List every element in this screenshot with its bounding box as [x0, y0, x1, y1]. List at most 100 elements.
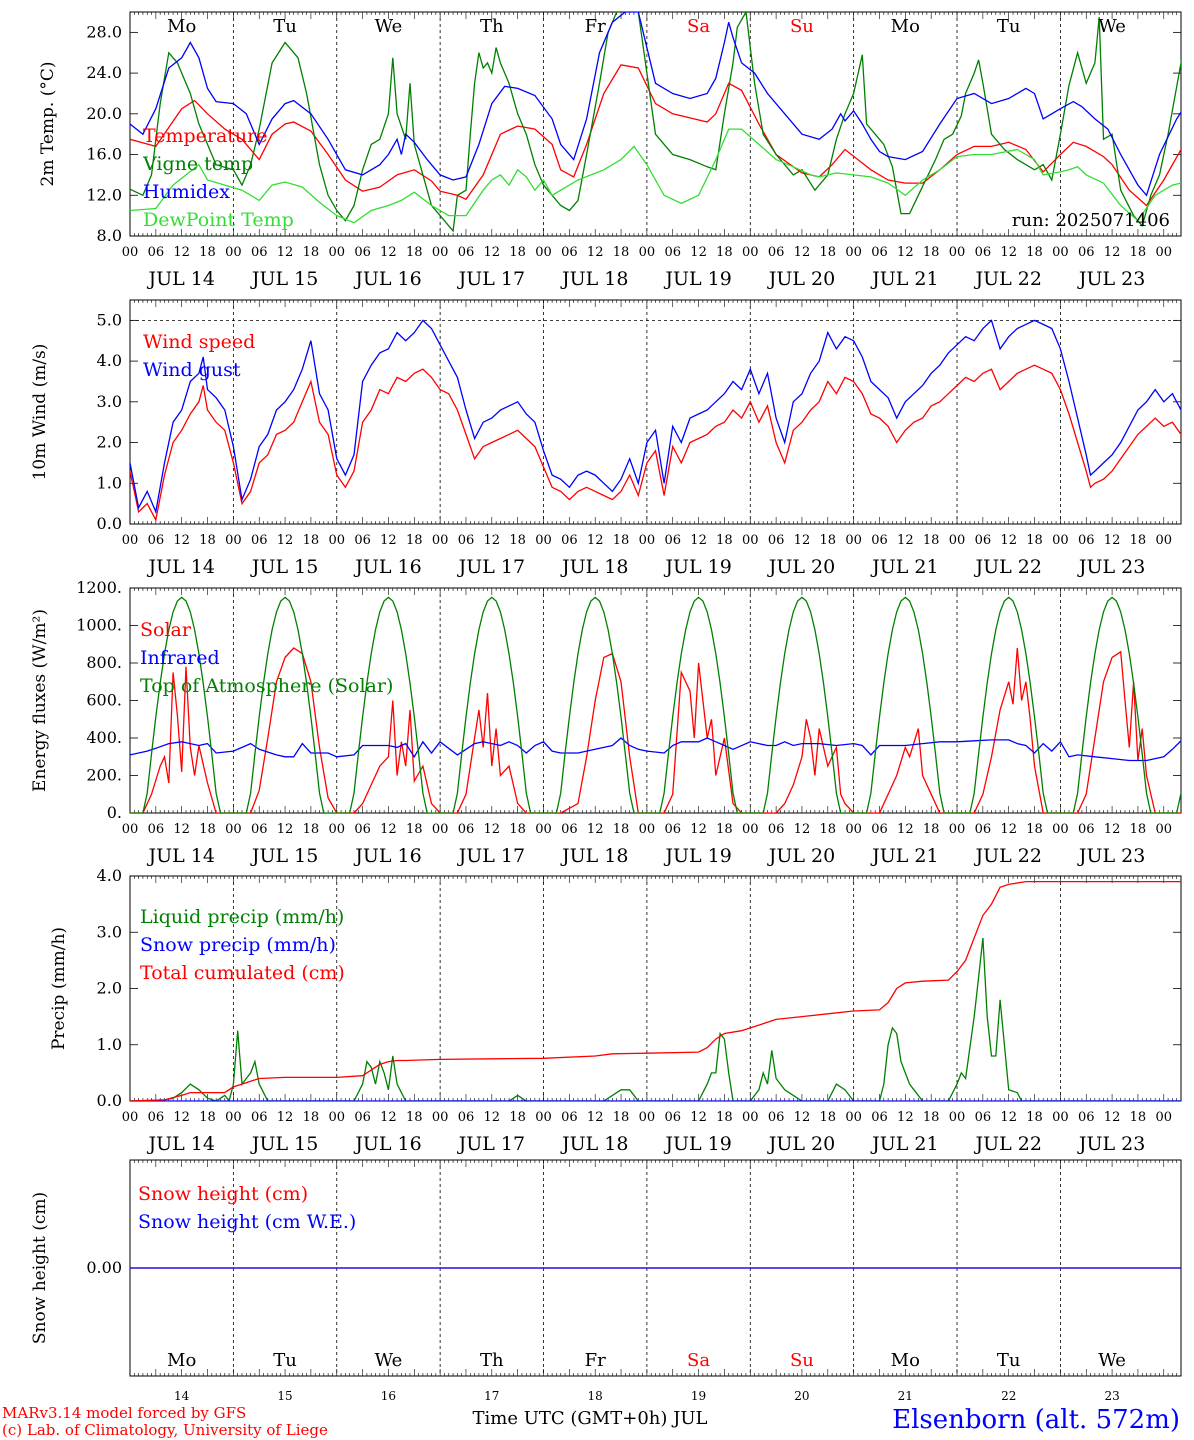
hour-label: 00	[535, 822, 552, 837]
hour-label: 00	[949, 245, 966, 260]
y-tick-label: 1.0	[97, 473, 122, 492]
day-number: 20	[794, 1389, 809, 1403]
y-tick-label: 8.0	[97, 226, 122, 245]
day-name: Mo	[167, 1350, 196, 1371]
hour-label: 18	[199, 245, 216, 260]
date-label: JUL 18	[560, 556, 628, 578]
y-axis-label: 2m Temp. (°C)	[38, 61, 58, 186]
hour-label: 18	[303, 822, 320, 837]
date-label: JUL 16	[353, 268, 421, 290]
date-label: JUL 20	[767, 268, 835, 290]
hour-label: 18	[923, 1110, 940, 1125]
series-dewpoint-temp	[130, 128, 1181, 224]
hour-label: 12	[1000, 1110, 1017, 1125]
series-infrared	[130, 737, 1181, 762]
hour-label: 12	[380, 1110, 397, 1125]
hour-label: 18	[406, 245, 423, 260]
hour-label: 06	[664, 1110, 681, 1125]
hour-label: 00	[225, 533, 242, 548]
hour-label: 12	[690, 822, 707, 837]
y-axis-label: Snow height (cm)	[30, 1192, 50, 1344]
day-name: Fr	[585, 1350, 606, 1371]
date-label: JUL 18	[560, 268, 628, 290]
hour-label: 12	[277, 533, 294, 548]
y-tick-label: 24.0	[86, 63, 122, 82]
hour-label: 00	[535, 533, 552, 548]
legend-entry: Total cumulated (cm)	[140, 962, 345, 984]
run-label: run: 2025071406	[1012, 210, 1170, 231]
date-label: JUL 15	[250, 556, 318, 578]
hour-label: 18	[406, 822, 423, 837]
day-name: We	[375, 1350, 403, 1371]
day-number: 16	[381, 1389, 396, 1403]
hour-label: 12	[1000, 533, 1017, 548]
y-axis-label: Energy fluxes (W/m²)	[30, 609, 50, 792]
hour-label: 06	[871, 1110, 888, 1125]
hour-label: 06	[148, 245, 165, 260]
y-tick-label: 1000.	[76, 616, 122, 635]
hour-label: 12	[484, 1110, 501, 1125]
series-temperature	[130, 64, 1181, 207]
hour-label: 06	[148, 822, 165, 837]
hour-label: 12	[587, 1110, 604, 1125]
hour-label: 06	[871, 822, 888, 837]
hour-label: 12	[1104, 245, 1121, 260]
hour-label: 00	[535, 1110, 552, 1125]
hour-label: 18	[820, 245, 837, 260]
date-label: JUL 23	[1077, 845, 1145, 867]
hour-label: 18	[613, 533, 630, 548]
series-group	[130, 12, 1181, 233]
hour-label: 12	[794, 533, 811, 548]
hour-label: 06	[975, 1110, 992, 1125]
footer-model: MARv3.14 model forced by GFS	[2, 1404, 246, 1422]
hour-label: 12	[690, 533, 707, 548]
date-label: JUL 19	[663, 556, 731, 578]
series-solar	[130, 647, 1181, 813]
hour-label: 18	[1130, 533, 1147, 548]
hour-label: 00	[742, 245, 759, 260]
panel-2: 0.0 1.0 2.0 3.0 4.0 5.0 10m Wind (m/s) 00 06 12 18…	[30, 299, 1182, 578]
legend-entry: Top of Atmosphere (Solar)	[140, 675, 393, 697]
day-name: Tu	[997, 16, 1021, 37]
hour-label: 12	[587, 533, 604, 548]
hour-label: 06	[1078, 533, 1095, 548]
date-label: JUL 18	[560, 1133, 628, 1155]
hour-label: 00	[845, 245, 862, 260]
date-label: JUL 14	[146, 1133, 214, 1155]
date-label: JUL 14	[146, 845, 214, 867]
hour-label: 12	[484, 533, 501, 548]
legend-entry: Temperature	[143, 125, 267, 147]
hour-label: 00	[1052, 822, 1069, 837]
hour-label: 18	[716, 245, 733, 260]
day-name: Su	[790, 1350, 814, 1371]
day-number: 23	[1104, 1389, 1119, 1403]
hour-label: 12	[277, 1110, 294, 1125]
series-humidex	[130, 12, 1181, 197]
y-tick-label: 0.	[107, 803, 122, 822]
hour-label: 18	[509, 822, 526, 837]
hour-label: 18	[820, 1110, 837, 1125]
y-axis-label: 10m Wind (m/s)	[30, 344, 50, 481]
date-label: JUL 19	[663, 268, 731, 290]
hour-label: 12	[794, 822, 811, 837]
hour-label: 12	[1104, 822, 1121, 837]
hour-label: 12	[484, 245, 501, 260]
date-label: JUL 17	[457, 556, 525, 578]
hour-label: 18	[716, 533, 733, 548]
y-tick-label: 400.	[86, 728, 122, 747]
hour-label: 00	[122, 533, 139, 548]
hour-label: 06	[148, 1110, 165, 1125]
hour-label: 06	[354, 822, 371, 837]
hour-label: 00	[225, 1110, 242, 1125]
hour-label: 06	[768, 533, 785, 548]
y-tick-label: 0.00	[86, 1258, 122, 1277]
hour-label: 18	[613, 1110, 630, 1125]
hour-label: 18	[1026, 1110, 1043, 1125]
hour-label: 18	[406, 1110, 423, 1125]
hour-label: 18	[303, 1110, 320, 1125]
hour-label: 06	[458, 245, 475, 260]
legend-entry: Solar	[140, 619, 192, 641]
hour-label: 06	[975, 245, 992, 260]
hour-label: 18	[1026, 245, 1043, 260]
hour-label: 06	[561, 245, 578, 260]
